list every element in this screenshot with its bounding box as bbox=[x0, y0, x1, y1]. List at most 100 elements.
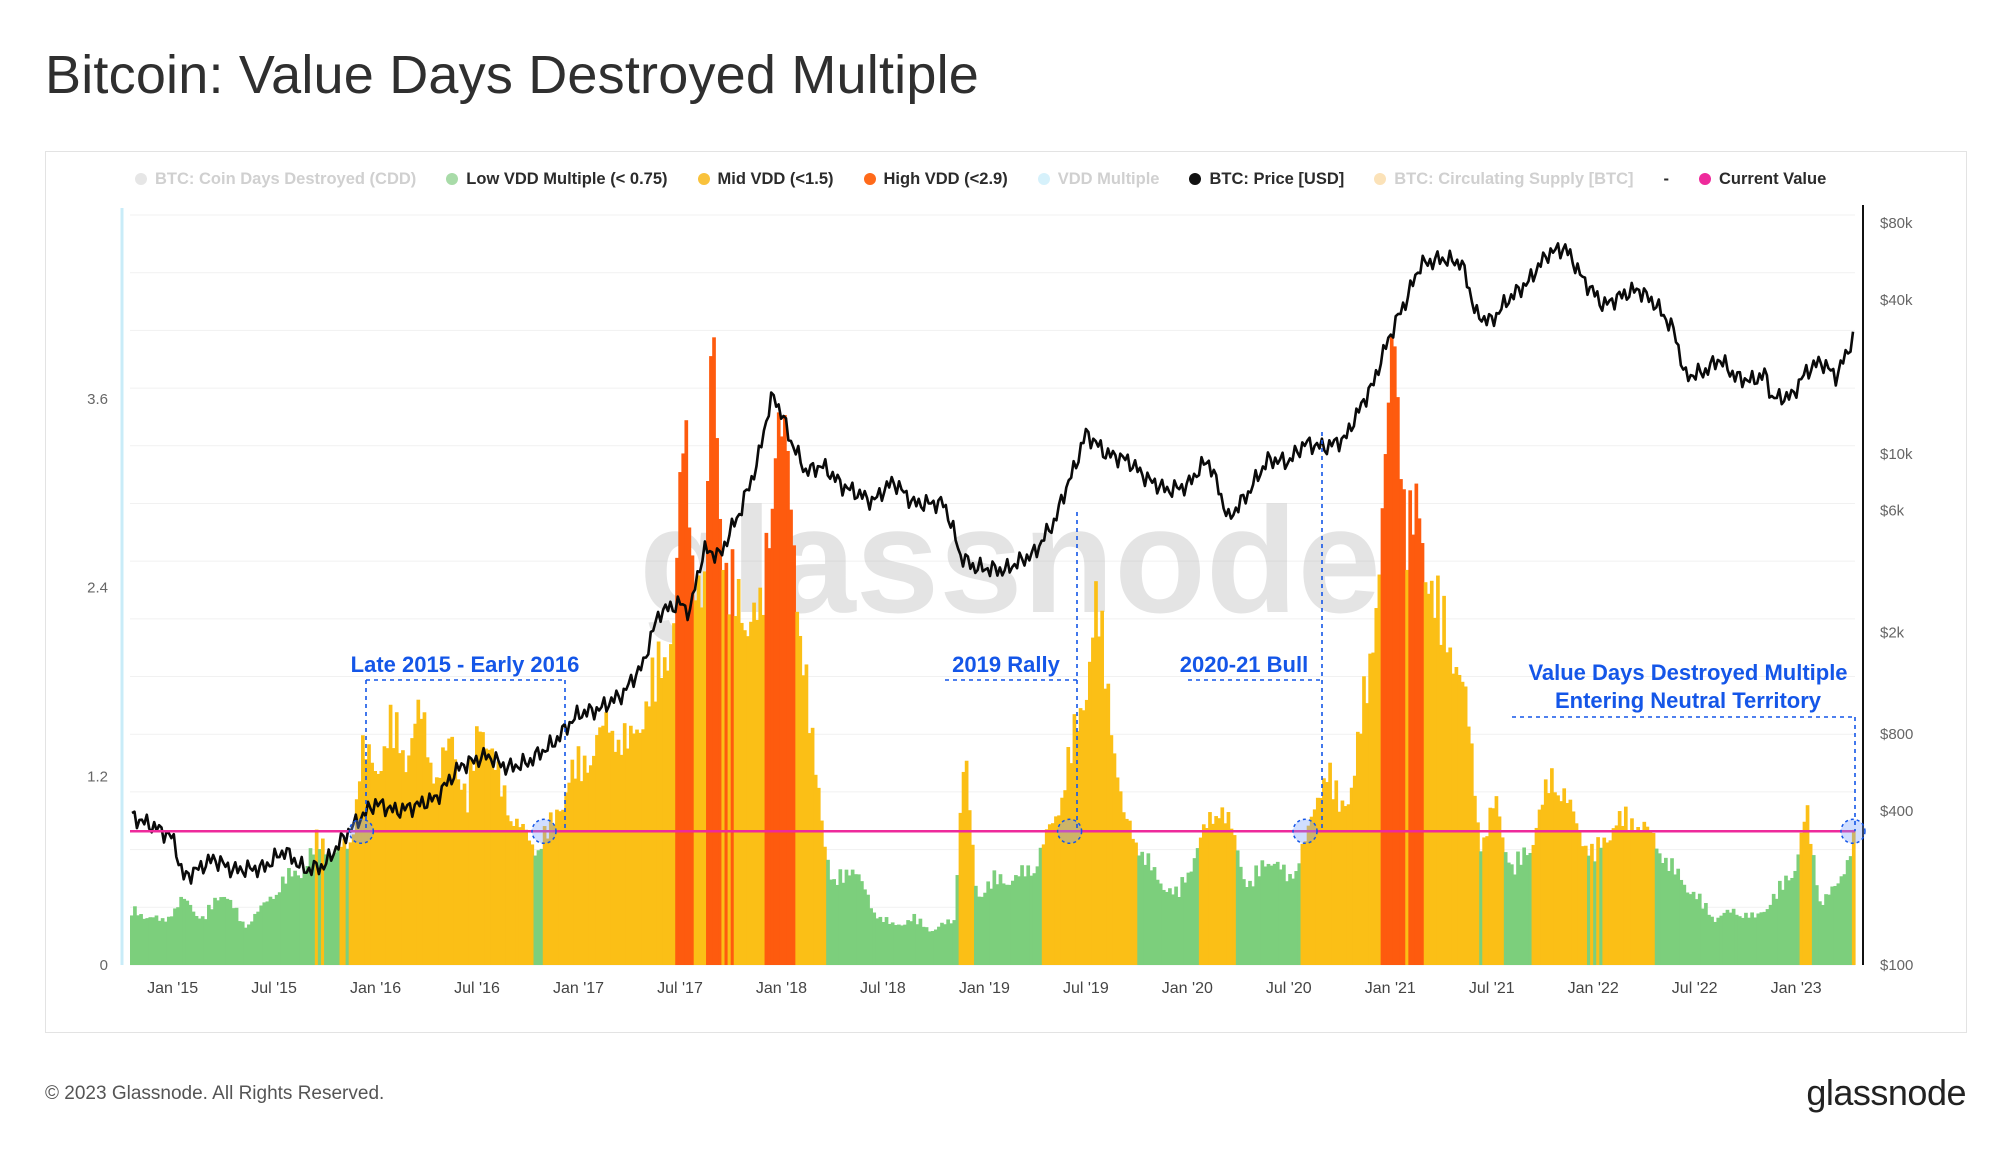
vdd-bar bbox=[746, 636, 750, 965]
vdd-bar bbox=[1525, 855, 1530, 965]
vdd-bar bbox=[1679, 879, 1684, 965]
vdd-bar bbox=[1451, 673, 1456, 965]
vdd-bar bbox=[262, 902, 267, 965]
vdd-bar bbox=[376, 773, 381, 965]
vdd-bar bbox=[1842, 874, 1847, 965]
vdd-bar bbox=[983, 892, 987, 965]
vdd-bar bbox=[1531, 844, 1536, 965]
vdd-bar bbox=[1734, 914, 1739, 965]
vdd-bar bbox=[687, 527, 692, 965]
vdd-bar bbox=[1331, 799, 1336, 965]
vdd-bar bbox=[1543, 779, 1548, 965]
vdd-bar bbox=[1697, 893, 1702, 965]
vdd-bar bbox=[739, 622, 744, 965]
vdd-bar bbox=[1491, 808, 1496, 965]
vdd-bar bbox=[1768, 904, 1773, 965]
vdd-bar bbox=[1340, 800, 1345, 965]
vdd-bar bbox=[813, 774, 818, 965]
vdd-bar bbox=[1623, 806, 1628, 965]
vdd-bar bbox=[696, 575, 701, 965]
vdd-bar bbox=[1291, 878, 1295, 965]
vdd-bar bbox=[1275, 861, 1280, 965]
vdd-bar bbox=[293, 870, 297, 965]
vdd-bar bbox=[1097, 636, 1101, 965]
vdd-bar bbox=[1639, 830, 1644, 965]
vdd-bar bbox=[727, 614, 732, 965]
legend-item-vdd-multiple[interactable]: VDD Multiple bbox=[1037, 170, 1159, 189]
vdd-bar bbox=[949, 923, 954, 965]
vdd-bar bbox=[1719, 915, 1724, 965]
vdd-bar bbox=[1744, 912, 1748, 965]
vdd-bar bbox=[767, 548, 772, 965]
y-left-tick-label: 2.4 bbox=[87, 580, 108, 597]
vdd-bar bbox=[1759, 912, 1764, 965]
vdd-bar bbox=[308, 848, 313, 965]
vdd-bar bbox=[1328, 762, 1332, 965]
vdd-bar bbox=[838, 869, 843, 965]
legend-item-circulating-supply[interactable]: BTC: Circulating Supply [BTC] bbox=[1374, 170, 1633, 189]
vdd-bar bbox=[1503, 852, 1508, 965]
vdd-bar bbox=[804, 664, 809, 965]
vdd-bar bbox=[937, 926, 941, 965]
vdd-bar bbox=[1423, 582, 1428, 965]
vdd-bar bbox=[548, 812, 553, 965]
glassnode-logo[interactable]: glassnode bbox=[1806, 1072, 1966, 1113]
vdd-bar bbox=[154, 915, 159, 965]
vdd-bar bbox=[1112, 753, 1117, 965]
vdd-bar bbox=[1660, 863, 1665, 965]
legend-item-current-value[interactable]: Current Value bbox=[1698, 170, 1826, 189]
vdd-bar bbox=[582, 755, 587, 965]
legend-item-mid-vdd[interactable]: Mid VDD (<1.5) bbox=[697, 170, 834, 189]
vdd-bar bbox=[1368, 653, 1372, 965]
vdd-bar bbox=[980, 896, 984, 965]
vdd-bar bbox=[1642, 821, 1647, 965]
vdd-bar bbox=[567, 782, 572, 965]
legend-item-low-vdd[interactable]: Low VDD Multiple (< 0.75) bbox=[446, 170, 668, 189]
vdd-bar bbox=[1352, 775, 1357, 965]
vdd-bar bbox=[515, 818, 519, 965]
vdd-bar bbox=[1673, 874, 1677, 965]
vdd-bar bbox=[256, 911, 260, 965]
vdd-bar bbox=[1020, 865, 1024, 965]
legend-item-btc-price[interactable]: BTC: Price [USD] bbox=[1189, 170, 1344, 189]
vdd-bar bbox=[413, 723, 418, 965]
vdd-bar bbox=[1309, 816, 1314, 965]
vdd-bar bbox=[1553, 792, 1557, 965]
legend-swatch bbox=[1698, 173, 1711, 185]
vdd-bar bbox=[1488, 807, 1493, 965]
vdd-bar bbox=[450, 736, 455, 965]
vdd-bar bbox=[986, 881, 991, 965]
vdd-bar bbox=[1106, 683, 1111, 965]
annotation-label-late-2015: Late 2015 - Early 2016 bbox=[351, 652, 580, 677]
vdd-bar bbox=[1593, 861, 1597, 965]
vdd-bar bbox=[1774, 898, 1779, 965]
vdd-bar bbox=[330, 857, 334, 965]
vdd-bar bbox=[552, 824, 556, 965]
vdd-bar bbox=[918, 918, 923, 965]
vdd-bar bbox=[382, 746, 387, 965]
vdd-bar bbox=[385, 748, 390, 965]
vdd-bar bbox=[1260, 860, 1265, 965]
legend-item-cdd[interactable]: BTC: Coin Days Destroyed (CDD) bbox=[135, 170, 416, 189]
vdd-bar bbox=[1460, 681, 1465, 965]
legend-item-dash[interactable]: - bbox=[1663, 170, 1669, 189]
vdd-bar bbox=[709, 356, 713, 965]
vdd-bar bbox=[357, 781, 362, 965]
vdd-bar bbox=[468, 759, 473, 965]
vdd-bar bbox=[1100, 610, 1104, 965]
x-tick-label: Jul '15 bbox=[251, 980, 297, 997]
vdd-bar bbox=[339, 846, 344, 965]
vdd-bar bbox=[1343, 806, 1348, 965]
vdd-bar bbox=[1728, 912, 1733, 965]
vdd-bar bbox=[462, 783, 467, 965]
vdd-bar bbox=[1522, 847, 1526, 965]
vdd-bar bbox=[915, 924, 920, 965]
x-tick-label: Jan '23 bbox=[1771, 980, 1822, 997]
x-tick-label: Jan '21 bbox=[1365, 980, 1416, 997]
vdd-bar bbox=[280, 876, 285, 965]
legend-item-high-vdd[interactable]: High VDD (<2.9) bbox=[863, 170, 1008, 189]
vdd-bar bbox=[1010, 880, 1015, 965]
vdd-bar bbox=[166, 916, 171, 965]
vdd-bar bbox=[656, 641, 661, 965]
vdd-bar bbox=[259, 905, 264, 965]
